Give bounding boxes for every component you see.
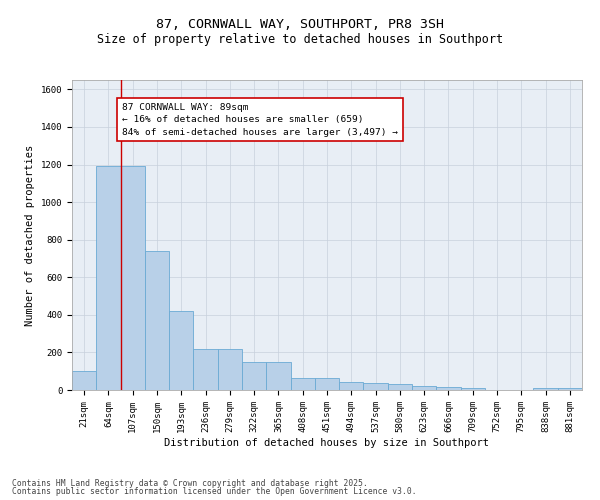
Bar <box>461 388 485 390</box>
Text: Size of property relative to detached houses in Southport: Size of property relative to detached ho… <box>97 32 503 46</box>
Bar <box>339 382 364 390</box>
Bar <box>436 387 461 390</box>
Bar <box>242 362 266 390</box>
Bar <box>412 386 436 390</box>
Text: 87, CORNWALL WAY, SOUTHPORT, PR8 3SH: 87, CORNWALL WAY, SOUTHPORT, PR8 3SH <box>156 18 444 30</box>
Bar <box>169 311 193 390</box>
Text: 87 CORNWALL WAY: 89sqm
← 16% of detached houses are smaller (659)
84% of semi-de: 87 CORNWALL WAY: 89sqm ← 16% of detached… <box>122 102 398 136</box>
Text: Contains HM Land Registry data © Crown copyright and database right 2025.: Contains HM Land Registry data © Crown c… <box>12 478 368 488</box>
Bar <box>145 251 169 390</box>
Bar <box>533 388 558 390</box>
Bar <box>388 384 412 390</box>
Bar <box>96 166 121 390</box>
Bar <box>121 166 145 390</box>
Bar <box>72 371 96 390</box>
Bar <box>558 388 582 390</box>
Y-axis label: Number of detached properties: Number of detached properties <box>25 144 35 326</box>
Bar <box>315 378 339 390</box>
Bar <box>364 384 388 390</box>
Bar <box>290 378 315 390</box>
Bar <box>218 348 242 390</box>
X-axis label: Distribution of detached houses by size in Southport: Distribution of detached houses by size … <box>164 438 490 448</box>
Bar <box>193 348 218 390</box>
Bar <box>266 362 290 390</box>
Text: Contains public sector information licensed under the Open Government Licence v3: Contains public sector information licen… <box>12 487 416 496</box>
